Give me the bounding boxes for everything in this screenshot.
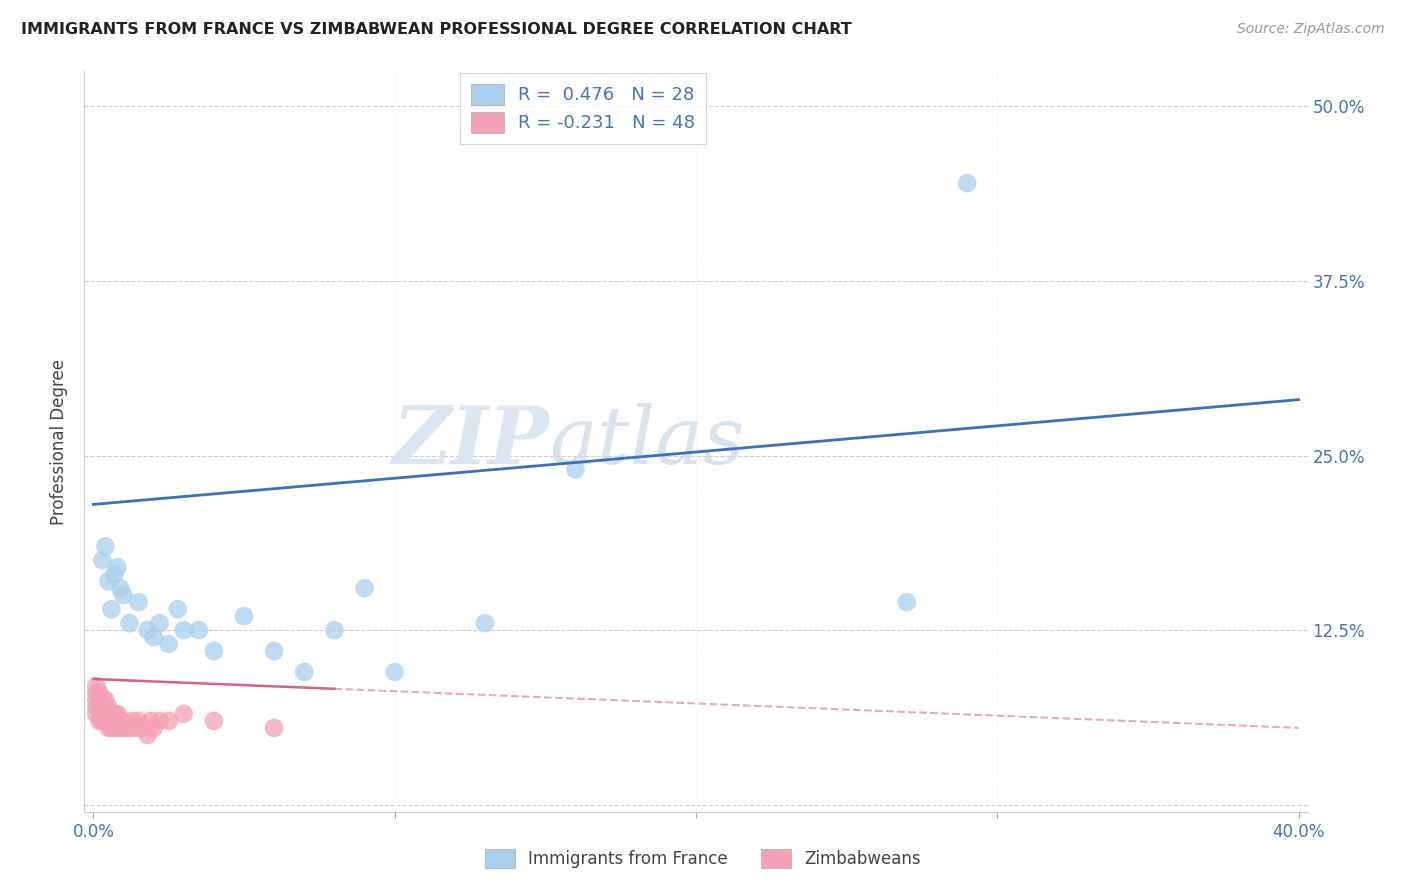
Point [564, 462, 586, 476]
Point [128, 714, 150, 728]
Point [474, 616, 496, 631]
Point [86, 700, 108, 714]
Point [91, 714, 114, 728]
Text: IMMIGRANTS FROM FRANCE VS ZIMBABWEAN PROFESSIONAL DEGREE CORRELATION CHART: IMMIGRANTS FROM FRANCE VS ZIMBABWEAN PRO… [21, 22, 852, 37]
Point [263, 721, 285, 735]
Point [136, 728, 159, 742]
Point [100, 706, 122, 721]
Point [97, 706, 120, 721]
Point [112, 714, 135, 728]
Point [94, 714, 117, 728]
Point [89, 686, 111, 700]
Point [118, 616, 141, 631]
Point [173, 623, 195, 637]
Point [91, 706, 114, 721]
Point [956, 176, 979, 190]
Point [149, 714, 172, 728]
Point [118, 721, 141, 735]
Point [139, 714, 162, 728]
Point [384, 665, 406, 679]
Point [323, 623, 346, 637]
Point [107, 706, 129, 721]
Point [103, 567, 125, 582]
Point [128, 595, 150, 609]
Point [121, 714, 143, 728]
Point [86, 706, 108, 721]
Point [91, 693, 114, 707]
Point [112, 721, 135, 735]
Point [142, 721, 165, 735]
Point [97, 574, 120, 589]
Point [202, 714, 225, 728]
Point [233, 609, 256, 624]
Point [100, 714, 122, 728]
Point [97, 721, 120, 735]
Y-axis label: Professional Degree: Professional Degree [51, 359, 69, 524]
Point [86, 686, 108, 700]
Point [91, 700, 114, 714]
Point [94, 693, 117, 707]
Point [110, 581, 132, 595]
Legend: R =  0.476   N = 28, R = -0.231   N = 48: R = 0.476 N = 28, R = -0.231 N = 48 [460, 73, 706, 144]
Point [107, 721, 129, 735]
Point [97, 714, 120, 728]
Point [157, 714, 180, 728]
Text: ZIP: ZIP [392, 403, 550, 480]
Point [353, 581, 375, 595]
Point [157, 637, 180, 651]
Point [166, 602, 188, 616]
Point [292, 665, 315, 679]
Point [149, 616, 172, 631]
Point [89, 693, 111, 707]
Point [187, 623, 209, 637]
Point [97, 700, 120, 714]
Point [103, 706, 125, 721]
Point [896, 595, 918, 609]
Point [263, 644, 285, 658]
Point [89, 714, 111, 728]
Point [124, 721, 146, 735]
Point [86, 679, 108, 693]
Point [112, 588, 135, 602]
Point [131, 721, 153, 735]
Point [94, 539, 117, 553]
Point [94, 700, 117, 714]
Point [110, 714, 132, 728]
Point [107, 560, 129, 574]
Point [173, 706, 195, 721]
Point [100, 721, 122, 735]
Text: atlas: atlas [550, 403, 745, 480]
Point [110, 721, 132, 735]
Point [202, 644, 225, 658]
Point [94, 706, 117, 721]
Point [86, 693, 108, 707]
Point [103, 714, 125, 728]
Point [142, 630, 165, 644]
Point [136, 623, 159, 637]
Point [103, 721, 125, 735]
Point [89, 700, 111, 714]
Point [107, 714, 129, 728]
Point [91, 553, 114, 567]
Legend: Immigrants from France, Zimbabweans: Immigrants from France, Zimbabweans [478, 842, 928, 875]
Text: Source: ZipAtlas.com: Source: ZipAtlas.com [1237, 22, 1385, 37]
Point [115, 721, 138, 735]
Point [100, 602, 122, 616]
